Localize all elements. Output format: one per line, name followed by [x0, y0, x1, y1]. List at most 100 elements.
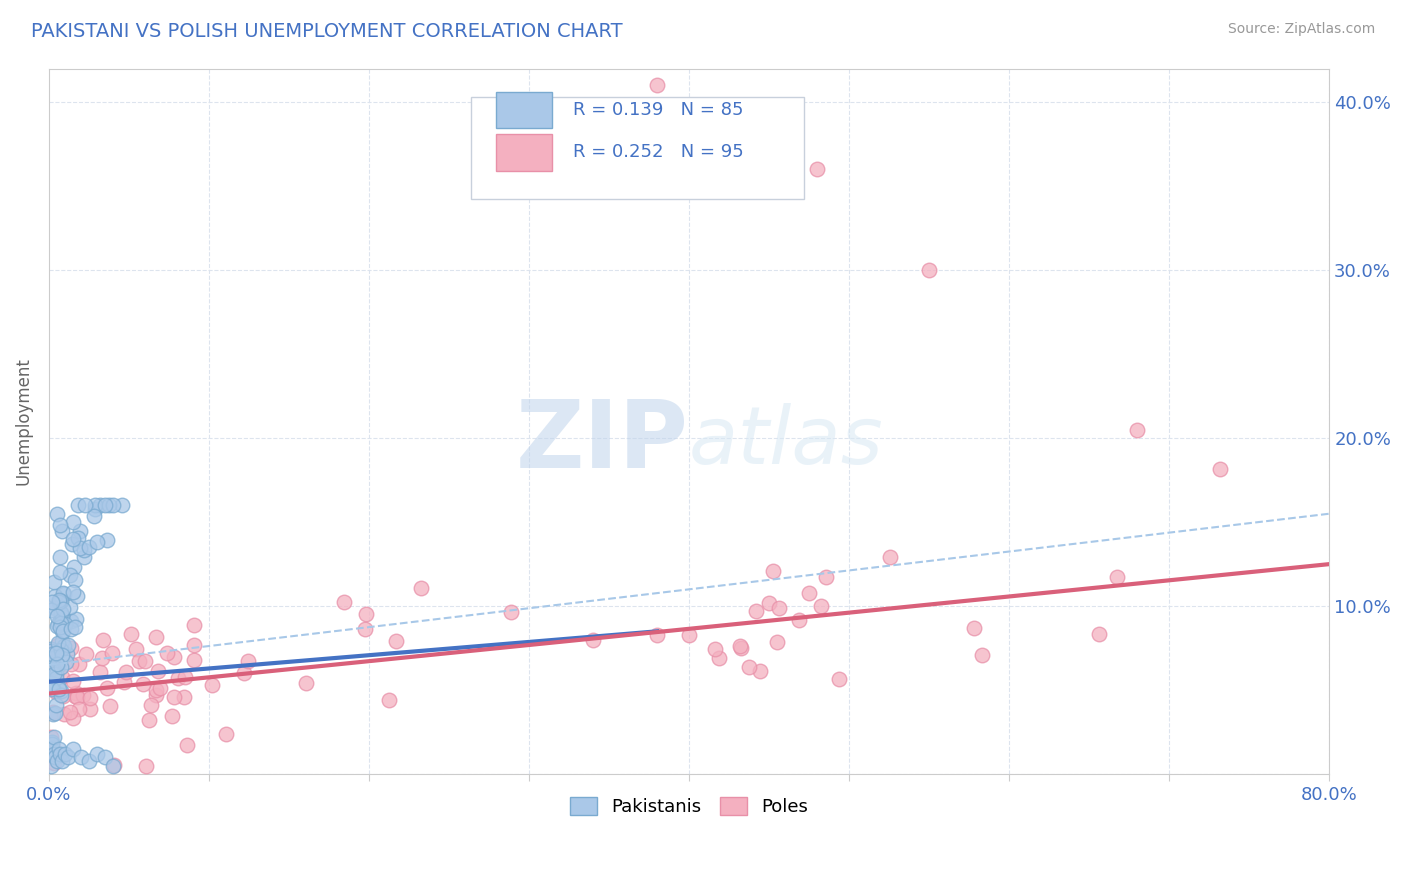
Point: [120, 626, 142, 640]
Point: [45, 646, 67, 660]
Point: [49, 565, 72, 579]
Point: [409, 581, 432, 595]
Point: [69, 541, 91, 555]
Point: [41, 648, 63, 662]
Point: [53, 617, 76, 632]
Point: [183, 639, 205, 653]
Point: [41, 738, 63, 752]
Point: [49, 613, 72, 627]
Point: [51, 607, 73, 621]
Point: [70, 750, 93, 764]
Point: [73, 549, 96, 564]
Point: [75, 499, 97, 513]
Point: [39, 644, 62, 658]
Point: [69, 524, 91, 539]
Point: [44, 589, 66, 603]
Point: [789, 613, 811, 627]
Point: [44, 750, 66, 764]
Point: [48, 550, 70, 565]
Y-axis label: Unemployment: Unemployment: [15, 358, 32, 485]
Point: [42, 682, 65, 697]
Point: [58, 567, 80, 582]
Point: [918, 263, 941, 277]
Point: [75, 647, 97, 661]
Point: [46, 507, 69, 521]
Point: [744, 604, 766, 618]
Point: [806, 162, 828, 177]
Point: [749, 664, 772, 678]
Point: [52, 706, 75, 721]
Point: [149, 681, 172, 695]
Text: PAKISTANI VS POLISH UNEMPLOYMENT CORRELATION CHART: PAKISTANI VS POLISH UNEMPLOYMENT CORRELA…: [31, 22, 623, 41]
Point: [96, 533, 118, 548]
Point: [55, 647, 77, 661]
Point: [737, 660, 759, 674]
Point: [46, 636, 69, 650]
Point: [233, 666, 256, 681]
Point: [111, 499, 134, 513]
Point: [762, 564, 785, 578]
Point: [173, 690, 195, 705]
Point: [46, 679, 69, 693]
Point: [41, 681, 63, 696]
Point: [201, 678, 224, 692]
Point: [79, 702, 101, 716]
Point: [62, 673, 84, 688]
Point: [46, 619, 69, 633]
Point: [678, 628, 700, 642]
Text: ZIP: ZIP: [516, 396, 689, 489]
Point: [89, 665, 111, 680]
Point: [707, 650, 730, 665]
Point: [114, 665, 136, 679]
Point: [768, 601, 790, 615]
Point: [53, 747, 76, 761]
Point: [138, 713, 160, 727]
Point: [39, 602, 62, 616]
Point: [55, 655, 77, 669]
Point: [89, 499, 111, 513]
Point: [63, 689, 86, 703]
Point: [827, 672, 849, 686]
Point: [66, 590, 89, 604]
Point: [91, 651, 114, 665]
Point: [86, 747, 108, 761]
Point: [86, 535, 108, 549]
Point: [39, 758, 62, 772]
Point: [1105, 570, 1128, 584]
Point: [46, 657, 69, 671]
Point: [45, 666, 67, 681]
Point: [48, 592, 70, 607]
Point: [499, 605, 522, 619]
Point: [145, 630, 167, 644]
Point: [766, 635, 789, 649]
Point: [730, 640, 752, 655]
Point: [59, 614, 82, 628]
Point: [294, 676, 316, 690]
Point: [134, 654, 156, 668]
Point: [62, 742, 84, 756]
Point: [160, 709, 183, 723]
Point: [49, 747, 72, 761]
Point: [162, 650, 184, 665]
Point: [183, 653, 205, 667]
Point: [49, 688, 72, 702]
Point: [59, 657, 82, 671]
Point: [96, 681, 118, 696]
Text: R = 0.252   N = 95: R = 0.252 N = 95: [572, 144, 744, 161]
Point: [45, 685, 67, 699]
Point: [51, 754, 73, 768]
Point: [42, 651, 65, 665]
Point: [49, 643, 72, 657]
Point: [48, 620, 70, 634]
Point: [112, 675, 135, 690]
Point: [46, 665, 69, 679]
Point: [67, 702, 90, 716]
Point: [44, 706, 66, 720]
Point: [972, 648, 994, 662]
Point: [62, 560, 84, 574]
Point: [128, 654, 150, 668]
Point: [156, 647, 179, 661]
Point: [645, 78, 668, 93]
Point: [1126, 423, 1149, 437]
Point: [332, 594, 354, 608]
